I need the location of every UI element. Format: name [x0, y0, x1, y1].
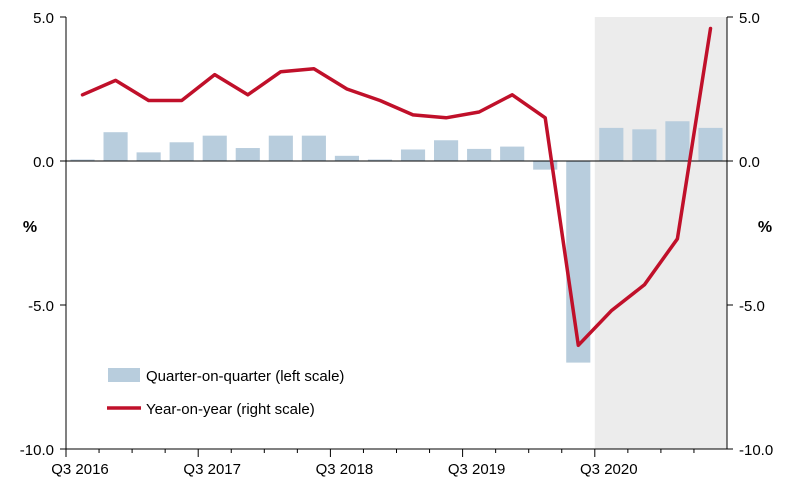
bar-series	[70, 121, 723, 363]
right-axis-label: %	[758, 219, 772, 236]
bar	[632, 129, 657, 161]
x-tick-label: Q3 2016	[51, 461, 109, 478]
bar	[467, 148, 492, 161]
bar	[434, 140, 459, 161]
left-tick-label: 0.0	[33, 154, 54, 171]
x-tick-label: Q3 2018	[316, 461, 374, 478]
bar	[301, 135, 326, 161]
left-axis-label: %	[23, 219, 37, 236]
right-tick-label: 0.0	[739, 154, 760, 171]
legend-bar-swatch	[108, 368, 140, 382]
left-tick-label: -10.0	[20, 442, 54, 459]
bar	[665, 121, 690, 161]
right-tick-label: -5.0	[739, 298, 765, 315]
legend-bar-label: Quarter-on-quarter (left scale)	[146, 368, 344, 385]
x-tick-label: Q3 2017	[183, 461, 241, 478]
x-tick-label: Q3 2019	[448, 461, 506, 478]
bar	[500, 146, 525, 161]
bar	[103, 132, 128, 161]
bar	[533, 161, 558, 170]
legend: Quarter-on-quarter (left scale) Year-on-…	[107, 368, 344, 418]
left-tick-label: 5.0	[33, 10, 54, 27]
bar	[334, 155, 359, 161]
yoy-line	[80, 26, 713, 348]
bar	[599, 127, 624, 161]
bar	[698, 127, 723, 161]
right-tick-label: -10.0	[739, 442, 773, 459]
legend-line-label: Year-on-year (right scale)	[146, 401, 315, 418]
bar	[169, 142, 194, 161]
bar	[202, 135, 227, 161]
x-axis-ticks: Q3 2016 Q3 2017 Q3 2018 Q3 2019 Q3 2020	[51, 449, 695, 478]
x-tick-label: Q3 2020	[580, 461, 638, 478]
bar	[367, 159, 393, 161]
left-tick-label: -5.0	[28, 298, 54, 315]
bar	[566, 161, 591, 363]
y-axis-ticks: 5.0 0.0 -5.0 -10.0 5.0 0.0 -5.0 -10.0	[20, 10, 773, 459]
bar	[70, 159, 95, 161]
bar	[235, 148, 260, 161]
bar	[136, 152, 161, 161]
bar	[400, 149, 426, 161]
right-tick-label: 5.0	[739, 10, 760, 27]
bar	[268, 135, 293, 161]
shaded-region	[594, 17, 727, 449]
